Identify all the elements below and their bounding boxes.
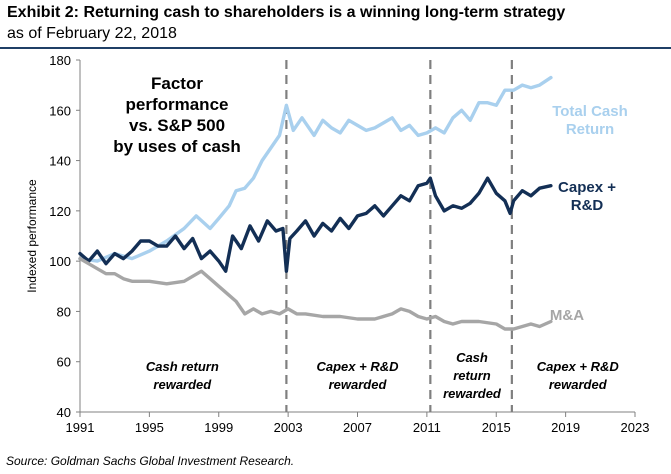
region-label: Capex + R&D xyxy=(537,359,620,374)
region-label: rewarded xyxy=(549,377,608,392)
x-tick-label: 2015 xyxy=(482,420,511,435)
region-label: Capex + R&D xyxy=(317,359,400,374)
period-dividers xyxy=(285,60,513,412)
series-label: R&D xyxy=(571,197,604,214)
x-tick-label: 1995 xyxy=(135,420,164,435)
y-tick-label: 60 xyxy=(57,355,71,370)
x-tick-label: 2003 xyxy=(274,420,303,435)
x-tick-label: 2023 xyxy=(621,420,650,435)
series-line-capex-r-d xyxy=(78,176,553,273)
region-label: rewarded xyxy=(329,377,388,392)
y-tick-label: 140 xyxy=(49,154,71,169)
chart-annotation-title: vs. S&P 500 xyxy=(129,116,225,135)
series-lines xyxy=(78,75,553,331)
x-tick-label: 1999 xyxy=(204,420,233,435)
series-line-total-cash-return xyxy=(78,75,553,263)
region-label: rewarded xyxy=(153,377,212,392)
source-note: Source: Goldman Sachs Global Investment … xyxy=(6,454,295,468)
series-label: Return xyxy=(566,121,614,138)
y-axis-label: Indexed performance xyxy=(25,179,39,293)
chart-annotation-title: performance xyxy=(126,95,229,114)
x-tick-label: 2019 xyxy=(551,420,580,435)
axes: 40 60 80 100 120 140 160 180 1991 1995 1999 2003 200… xyxy=(25,53,649,435)
x-tick-label: 1991 xyxy=(66,420,95,435)
series-line-m-a xyxy=(78,256,553,331)
series-label: M&A xyxy=(550,307,584,324)
series-label: Total Cash xyxy=(552,103,628,120)
region-label: return xyxy=(453,368,491,383)
region-label: rewarded xyxy=(443,386,502,401)
x-tick-label: 2007 xyxy=(343,420,372,435)
region-label: Cash return xyxy=(146,359,219,374)
region-label: Cash xyxy=(456,350,488,365)
chart-title: Exhibit 2: Returning cash to shareholder… xyxy=(7,4,566,21)
y-tick-label: 100 xyxy=(49,254,71,269)
title-divider xyxy=(0,47,671,49)
chart-subtitle: as of February 22, 2018 xyxy=(7,25,177,42)
y-tick-label: 180 xyxy=(49,53,71,68)
y-tick-label: 40 xyxy=(57,405,71,420)
series-label: Capex + xyxy=(558,179,616,196)
y-tick-label: 120 xyxy=(49,204,71,219)
y-tick-label: 80 xyxy=(57,304,71,319)
x-tick-label: 2011 xyxy=(413,420,441,435)
y-tick-label: 160 xyxy=(49,103,71,118)
chart-annotation-title: Factor xyxy=(151,74,203,93)
chart-annotation-title: by uses of cash xyxy=(113,137,241,156)
